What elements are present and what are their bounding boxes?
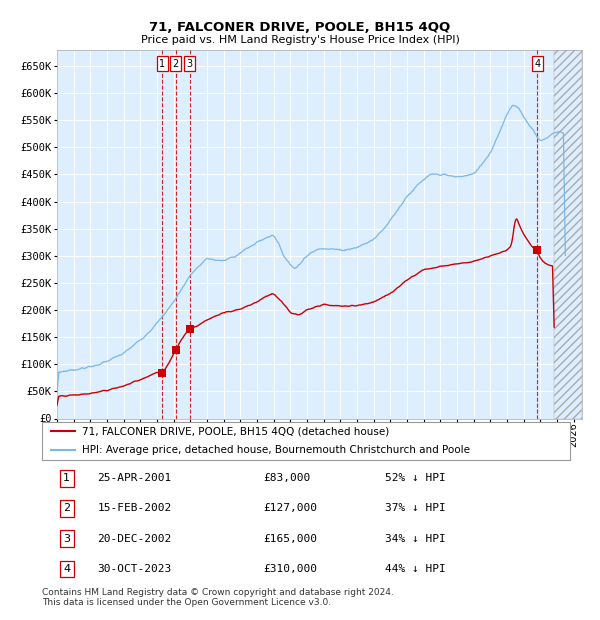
Text: 1: 1 <box>64 473 70 483</box>
Text: 2: 2 <box>63 503 70 513</box>
FancyBboxPatch shape <box>42 422 570 460</box>
Text: 44% ↓ HPI: 44% ↓ HPI <box>385 564 446 574</box>
Text: 2: 2 <box>173 59 179 69</box>
Text: 3: 3 <box>64 534 70 544</box>
Bar <box>554 50 582 419</box>
Text: Price paid vs. HM Land Registry's House Price Index (HPI): Price paid vs. HM Land Registry's House … <box>140 35 460 45</box>
Text: 71, FALCONER DRIVE, POOLE, BH15 4QQ (detached house): 71, FALCONER DRIVE, POOLE, BH15 4QQ (det… <box>82 426 389 436</box>
Text: 20-DEC-2002: 20-DEC-2002 <box>97 534 172 544</box>
Text: HPI: Average price, detached house, Bournemouth Christchurch and Poole: HPI: Average price, detached house, Bour… <box>82 445 470 456</box>
Text: 34% ↓ HPI: 34% ↓ HPI <box>385 534 446 544</box>
Text: 25-APR-2001: 25-APR-2001 <box>97 473 172 483</box>
Text: £127,000: £127,000 <box>264 503 318 513</box>
Text: 15-FEB-2002: 15-FEB-2002 <box>97 503 172 513</box>
Text: 1: 1 <box>159 59 166 69</box>
Text: 52% ↓ HPI: 52% ↓ HPI <box>385 473 446 483</box>
Text: 4: 4 <box>535 59 541 69</box>
Text: 3: 3 <box>187 59 193 69</box>
Text: 30-OCT-2023: 30-OCT-2023 <box>97 564 172 574</box>
Text: 4: 4 <box>63 564 70 574</box>
Text: £83,000: £83,000 <box>264 473 311 483</box>
Text: 37% ↓ HPI: 37% ↓ HPI <box>385 503 446 513</box>
Text: Contains HM Land Registry data © Crown copyright and database right 2024.
This d: Contains HM Land Registry data © Crown c… <box>42 588 394 607</box>
Text: £310,000: £310,000 <box>264 564 318 574</box>
Text: 71, FALCONER DRIVE, POOLE, BH15 4QQ: 71, FALCONER DRIVE, POOLE, BH15 4QQ <box>149 21 451 34</box>
Text: £165,000: £165,000 <box>264 534 318 544</box>
